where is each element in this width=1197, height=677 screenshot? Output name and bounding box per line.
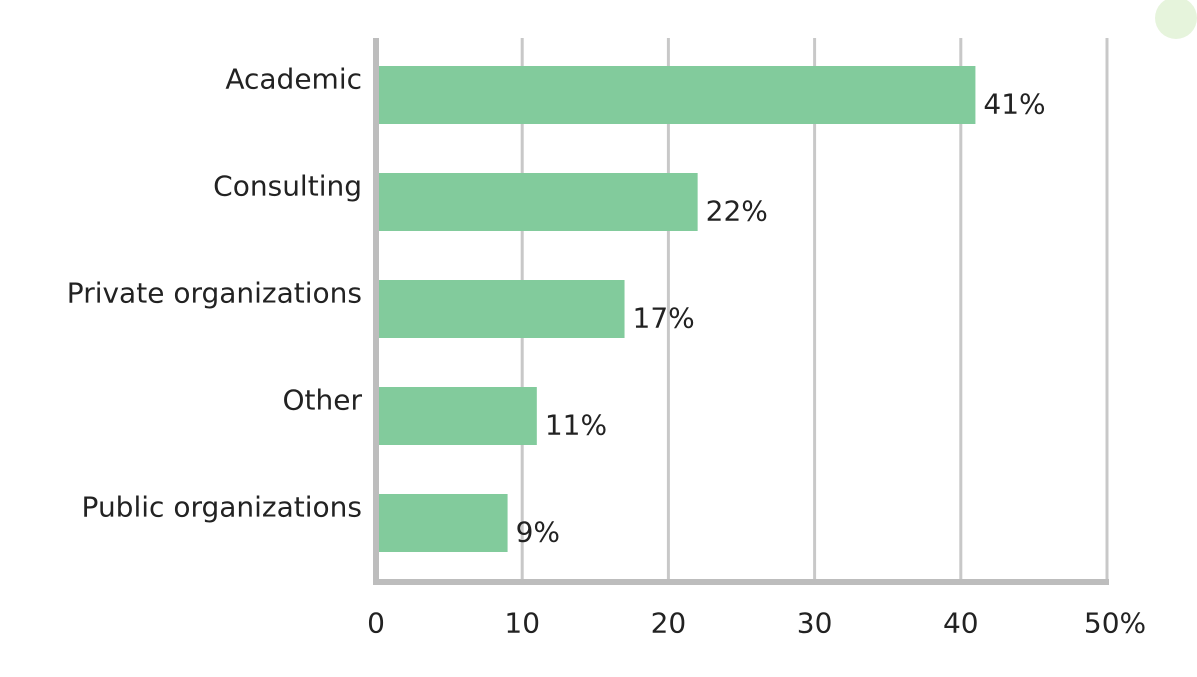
bar-1 (379, 173, 698, 231)
x-tick-label-0: 0 (367, 607, 385, 640)
bar-2 (379, 280, 625, 338)
decorative-circle (1155, 0, 1197, 39)
labels: Academic 41% Consulting 22% Private organiza… (67, 63, 1146, 640)
bar-4 (379, 494, 508, 552)
category-label-3: Other (282, 384, 362, 417)
value-label-1: 22% (706, 195, 768, 228)
x-tick-label-40: 40 (943, 607, 979, 640)
value-label-0: 41% (983, 88, 1045, 121)
category-label-1: Consulting (213, 170, 362, 203)
axes (373, 38, 1109, 585)
category-label-2: Private organizations (67, 277, 362, 310)
grid-lines (520, 38, 1109, 582)
x-tick-label-10: 10 (504, 607, 540, 640)
bar-0 (379, 66, 976, 124)
value-label-2: 17% (633, 302, 695, 335)
bar-3 (379, 387, 537, 445)
category-label-0: Academic (225, 63, 362, 96)
value-label-4: 9% (516, 516, 560, 549)
x-tick-label-30: 30 (797, 607, 833, 640)
x-tick-label-50: 50% (1084, 607, 1146, 640)
category-label-4: Public organizations (82, 491, 362, 524)
bars (379, 66, 976, 552)
value-label-3: 11% (545, 409, 607, 442)
x-tick-label-20: 20 (651, 607, 687, 640)
